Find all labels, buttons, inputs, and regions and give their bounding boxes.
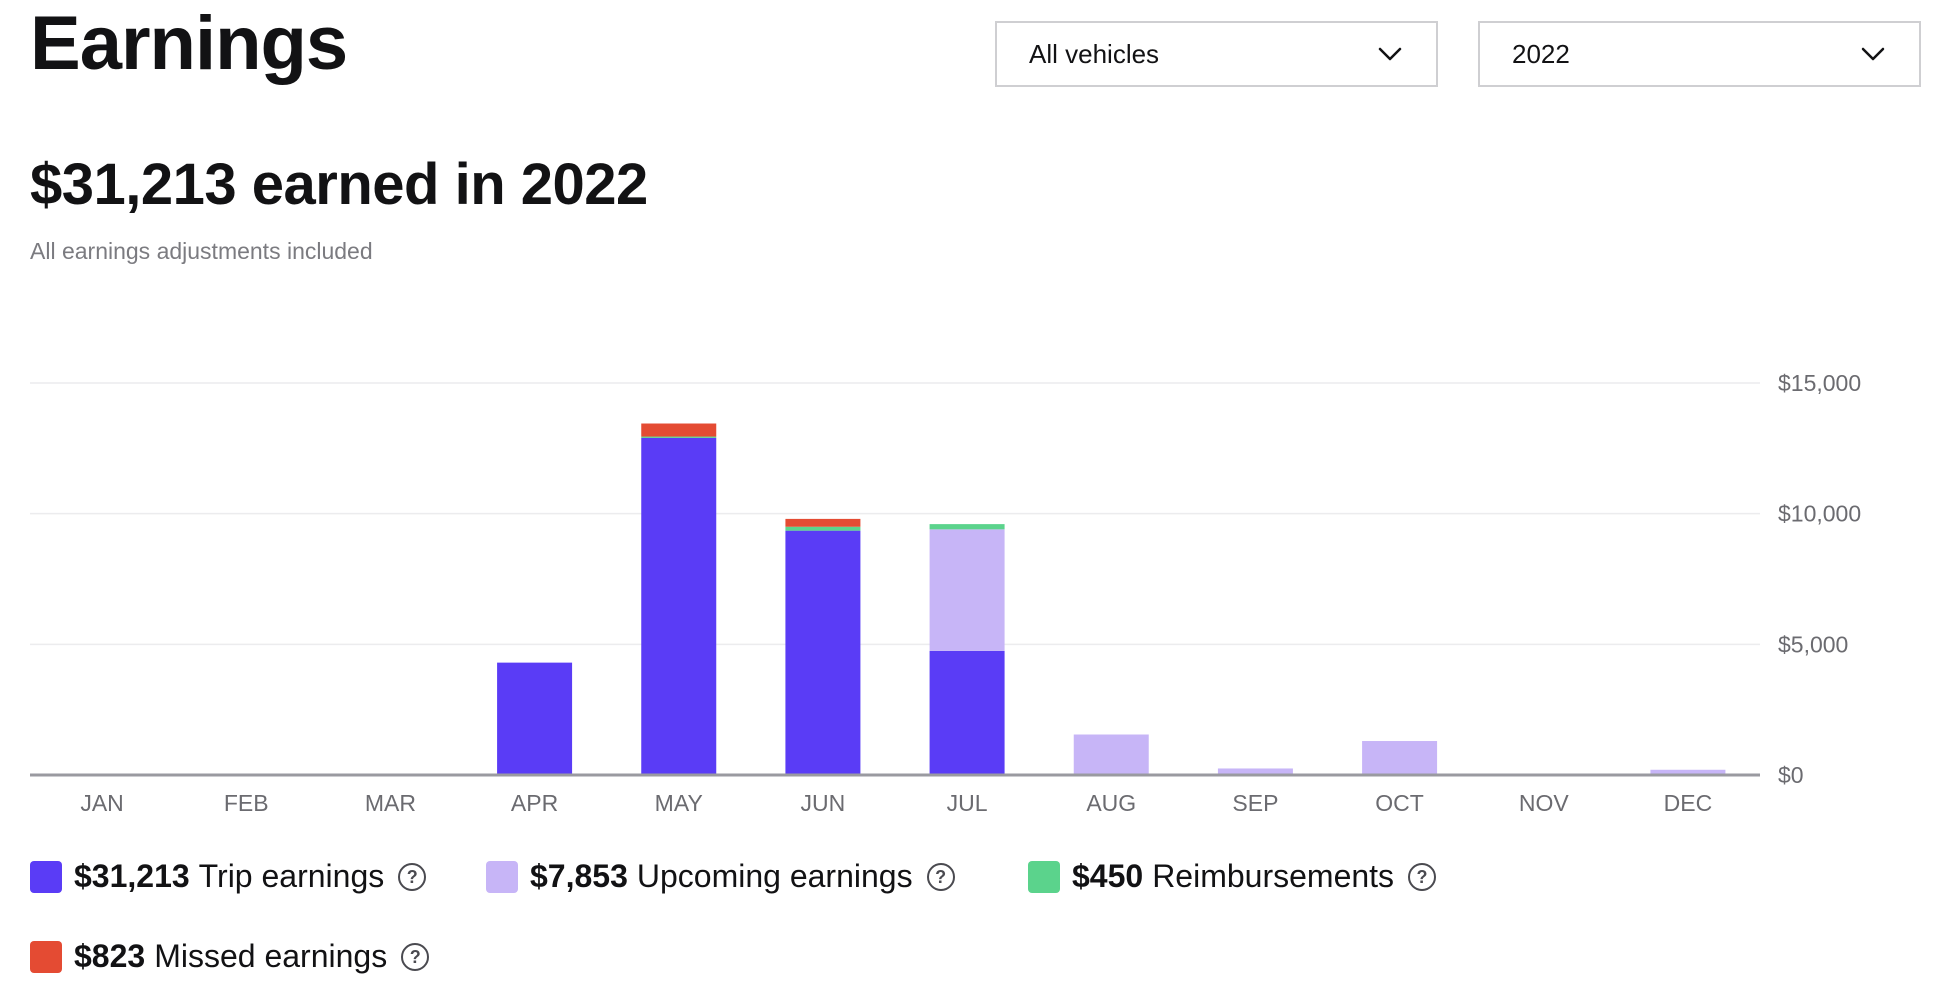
legend-value-trip: $31,213 — [74, 858, 190, 894]
bar-segment-upcoming — [1362, 741, 1438, 775]
year-filter-value: 2022 — [1512, 38, 1570, 69]
bar-segment-trip — [785, 530, 861, 775]
legend-item-missed: $823 Missed earnings ? — [30, 938, 430, 975]
legend-swatch-upcoming — [486, 860, 518, 893]
bar-segment-reimbursements — [785, 526, 861, 531]
legend-swatch-reimbursements — [1028, 860, 1060, 893]
help-circle-icon[interactable]: ? — [1408, 862, 1437, 891]
bar-segment-reimbursements — [641, 436, 717, 438]
legend-label-trip: Trip earnings — [198, 858, 385, 894]
legend-swatch-missed — [30, 940, 62, 973]
help-circle-icon[interactable]: ? — [401, 942, 430, 971]
legend-label-reimbursements: Reimbursements — [1152, 858, 1395, 894]
legend-swatch-trip — [30, 860, 62, 893]
legend-label-missed: Missed earnings — [154, 938, 388, 974]
x-tick-label: MAR — [365, 790, 416, 816]
x-tick-label: JUL — [947, 790, 988, 816]
x-tick-label: FEB — [224, 790, 269, 816]
x-tick-label: NOV — [1519, 790, 1570, 816]
bar-segment-missed — [785, 518, 861, 527]
vehicle-filter-dropdown[interactable]: All vehicles — [995, 21, 1438, 87]
y-tick-label: $5,000 — [1778, 631, 1848, 657]
earnings-bar-chart: $0 $5,000 $10,000 $15,000 JAN FEB MAR APR MAY JUN… — [30, 370, 1861, 816]
bar-segment-missed — [641, 423, 717, 437]
bar-segment-upcoming — [1217, 768, 1293, 775]
bar-segment-upcoming — [929, 529, 1005, 651]
legend-label-upcoming: Upcoming earnings — [636, 858, 913, 894]
y-tick-label: $15,000 — [1778, 370, 1861, 396]
x-tick-label: MAY — [655, 790, 703, 816]
chevron-down-icon — [1378, 47, 1402, 61]
x-tick-label: AUG — [1086, 790, 1136, 816]
earnings-adjustments-note: All earnings adjustments included — [30, 238, 373, 264]
vehicle-filter-value: All vehicles — [1029, 38, 1160, 69]
x-tick-label: JAN — [80, 790, 123, 816]
legend-item-trip: $31,213 Trip earnings ? — [30, 858, 427, 895]
legend-value-missed: $823 — [74, 938, 146, 974]
x-tick-label: DEC — [1664, 790, 1713, 816]
bar-segment-trip — [497, 662, 573, 775]
help-circle-icon[interactable]: ? — [398, 862, 427, 891]
x-tick-label: OCT — [1375, 790, 1424, 816]
bar-segment-upcoming — [1073, 734, 1149, 775]
bar-segment-upcoming — [1650, 769, 1726, 775]
legend-value-reimbursements: $450 — [1072, 858, 1144, 894]
page-title: Earnings — [30, 1, 348, 86]
y-tick-label: $0 — [1778, 762, 1804, 788]
earnings-total-heading: $31,213 earned in 2022 — [30, 152, 648, 217]
bar-segment-trip — [641, 437, 717, 775]
year-filter-dropdown[interactable]: 2022 — [1478, 21, 1921, 87]
legend-item-upcoming: $7,853 Upcoming earnings ? — [486, 858, 955, 895]
x-tick-label: APR — [511, 790, 558, 816]
x-tick-label: SEP — [1232, 790, 1278, 816]
legend-item-reimbursements: $450 Reimbursements ? — [1028, 858, 1437, 895]
legend-value-upcoming: $7,853 — [530, 858, 628, 894]
bar-segment-reimbursements — [929, 524, 1005, 530]
y-tick-label: $10,000 — [1778, 501, 1861, 527]
help-circle-icon[interactable]: ? — [926, 862, 955, 891]
bar-segment-trip — [929, 650, 1005, 775]
chevron-down-icon — [1861, 47, 1885, 61]
x-tick-label: JUN — [801, 790, 846, 816]
